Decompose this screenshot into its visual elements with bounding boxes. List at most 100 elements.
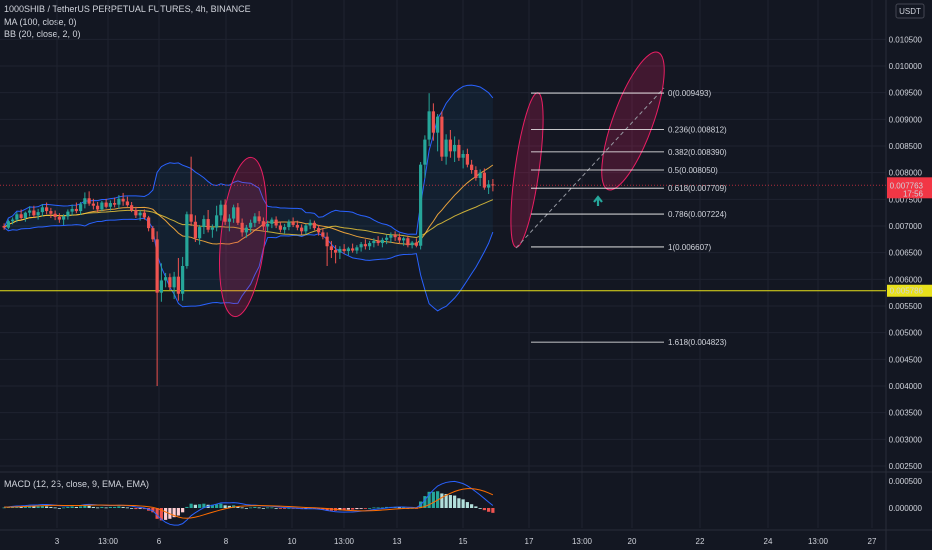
ellipse-annotations[interactable]: [213, 46, 677, 319]
macd-bar: [193, 504, 197, 508]
macd-bar: [461, 499, 465, 508]
candle-body: [83, 198, 87, 205]
candle-body: [236, 207, 240, 223]
macd-bar: [278, 508, 282, 509]
candle-body: [79, 204, 83, 212]
candle-body: [440, 116, 444, 157]
candle-body: [419, 164, 423, 246]
time-tick-label: 22: [696, 537, 705, 546]
macd-bar: [372, 507, 376, 509]
fib-level-label: 0.5(0.008050): [668, 166, 718, 175]
fib-level-label: 0.236(0.008812): [668, 125, 727, 134]
macd-bar: [236, 506, 240, 508]
price-tick-label: 0.006000: [889, 275, 923, 284]
fib-retracement[interactable]: [515, 87, 665, 343]
candle-body: [198, 227, 202, 239]
candle-body: [91, 203, 95, 206]
macd-legend[interactable]: MACD (12, 26, close, 9, EMA, EMA): [4, 479, 150, 489]
candle-body: [414, 242, 418, 246]
candle-body: [181, 266, 185, 294]
candle-body: [249, 222, 253, 228]
macd-bar: [45, 506, 49, 508]
candle-body: [121, 198, 125, 202]
macd-bar: [491, 508, 495, 513]
candle-body: [338, 248, 342, 253]
currency-box[interactable]: [895, 3, 925, 19]
macd-bar: [36, 506, 40, 508]
candle-body: [155, 239, 159, 293]
candle-body: [478, 172, 482, 178]
time-tick-label: 20: [628, 537, 637, 546]
candle-body: [448, 139, 452, 152]
candle-body: [23, 212, 27, 218]
macd-bar: [427, 491, 431, 508]
candle-body: [346, 248, 350, 252]
macd-bar: [130, 508, 134, 509]
hline-price-tag: [887, 284, 932, 297]
macd-bar: [321, 508, 325, 510]
time-tick-label: 10: [288, 537, 297, 546]
macd-bar: [453, 495, 457, 508]
macd-bar: [70, 506, 74, 508]
macd-bar: [134, 508, 138, 510]
symbol-title[interactable]: 1000SHIB / TetherUS PERPETUAL FUTURES, 4…: [4, 4, 251, 14]
macd-bar: [338, 508, 342, 511]
candle-body: [402, 238, 406, 241]
macd-bar: [57, 508, 61, 509]
candle-body: [36, 212, 40, 216]
ellipse-left[interactable]: [213, 155, 273, 319]
ellipse-right[interactable]: [589, 46, 677, 197]
macd-bar: [261, 508, 265, 509]
candle-body: [113, 203, 117, 205]
macd-bar: [325, 508, 329, 511]
candle-body: [317, 228, 321, 233]
candle-body: [444, 139, 448, 157]
macd-bar: [444, 493, 448, 508]
price-tick-label: 0.009000: [889, 115, 923, 124]
price-tick-label: 0.008500: [889, 142, 923, 151]
macd-bar: [104, 507, 108, 509]
bb-fill: [4, 85, 493, 311]
time-tick-label: 13:00: [572, 537, 593, 546]
price-tick-label: 0.010500: [889, 35, 923, 44]
candle-body: [28, 210, 32, 213]
macd-line: [4, 480, 494, 526]
candle-body: [223, 204, 227, 222]
macd-bar: [40, 505, 44, 508]
candle-body: [342, 248, 346, 252]
fib-level-label: 0.382(0.008390): [668, 148, 727, 157]
candle-body: [380, 239, 384, 244]
macd-bar: [448, 495, 452, 508]
candle-body: [138, 212, 142, 216]
candle-body: [461, 154, 465, 158]
macd-bar: [210, 504, 214, 508]
macd-bar: [53, 507, 57, 509]
candle-body: [300, 227, 304, 232]
macd-bar: [87, 505, 91, 508]
macd-bar: [181, 508, 185, 513]
candle-body: [219, 204, 223, 216]
candle-body: [351, 248, 355, 251]
bb-legend[interactable]: BB (20, close, 2, 0): [4, 29, 81, 39]
candle-body: [159, 280, 163, 293]
candle-body: [147, 217, 151, 229]
candle-body: [266, 223, 270, 227]
bb-lower-line: [3, 217, 494, 312]
fib-level-label: 1(0.006607): [668, 243, 711, 252]
ma-legend[interactable]: MA (100, close, 0): [4, 17, 77, 27]
grid: [0, 0, 886, 528]
macd-bar: [478, 508, 482, 509]
candle-body: [482, 172, 486, 188]
candle-body: [100, 202, 104, 210]
price-tick-label: 0.010000: [889, 62, 923, 71]
price-tick-label: 0.008000: [889, 169, 923, 178]
macd-bar: [219, 503, 223, 508]
time-tick-label: 13:00: [808, 537, 829, 546]
candle-body: [74, 208, 78, 212]
macd-bar: [270, 507, 274, 509]
macd-bar: [363, 508, 367, 509]
macd-tick-label: 0.000000: [889, 504, 923, 513]
candle-body: [49, 211, 53, 214]
candle-body: [491, 184, 495, 186]
